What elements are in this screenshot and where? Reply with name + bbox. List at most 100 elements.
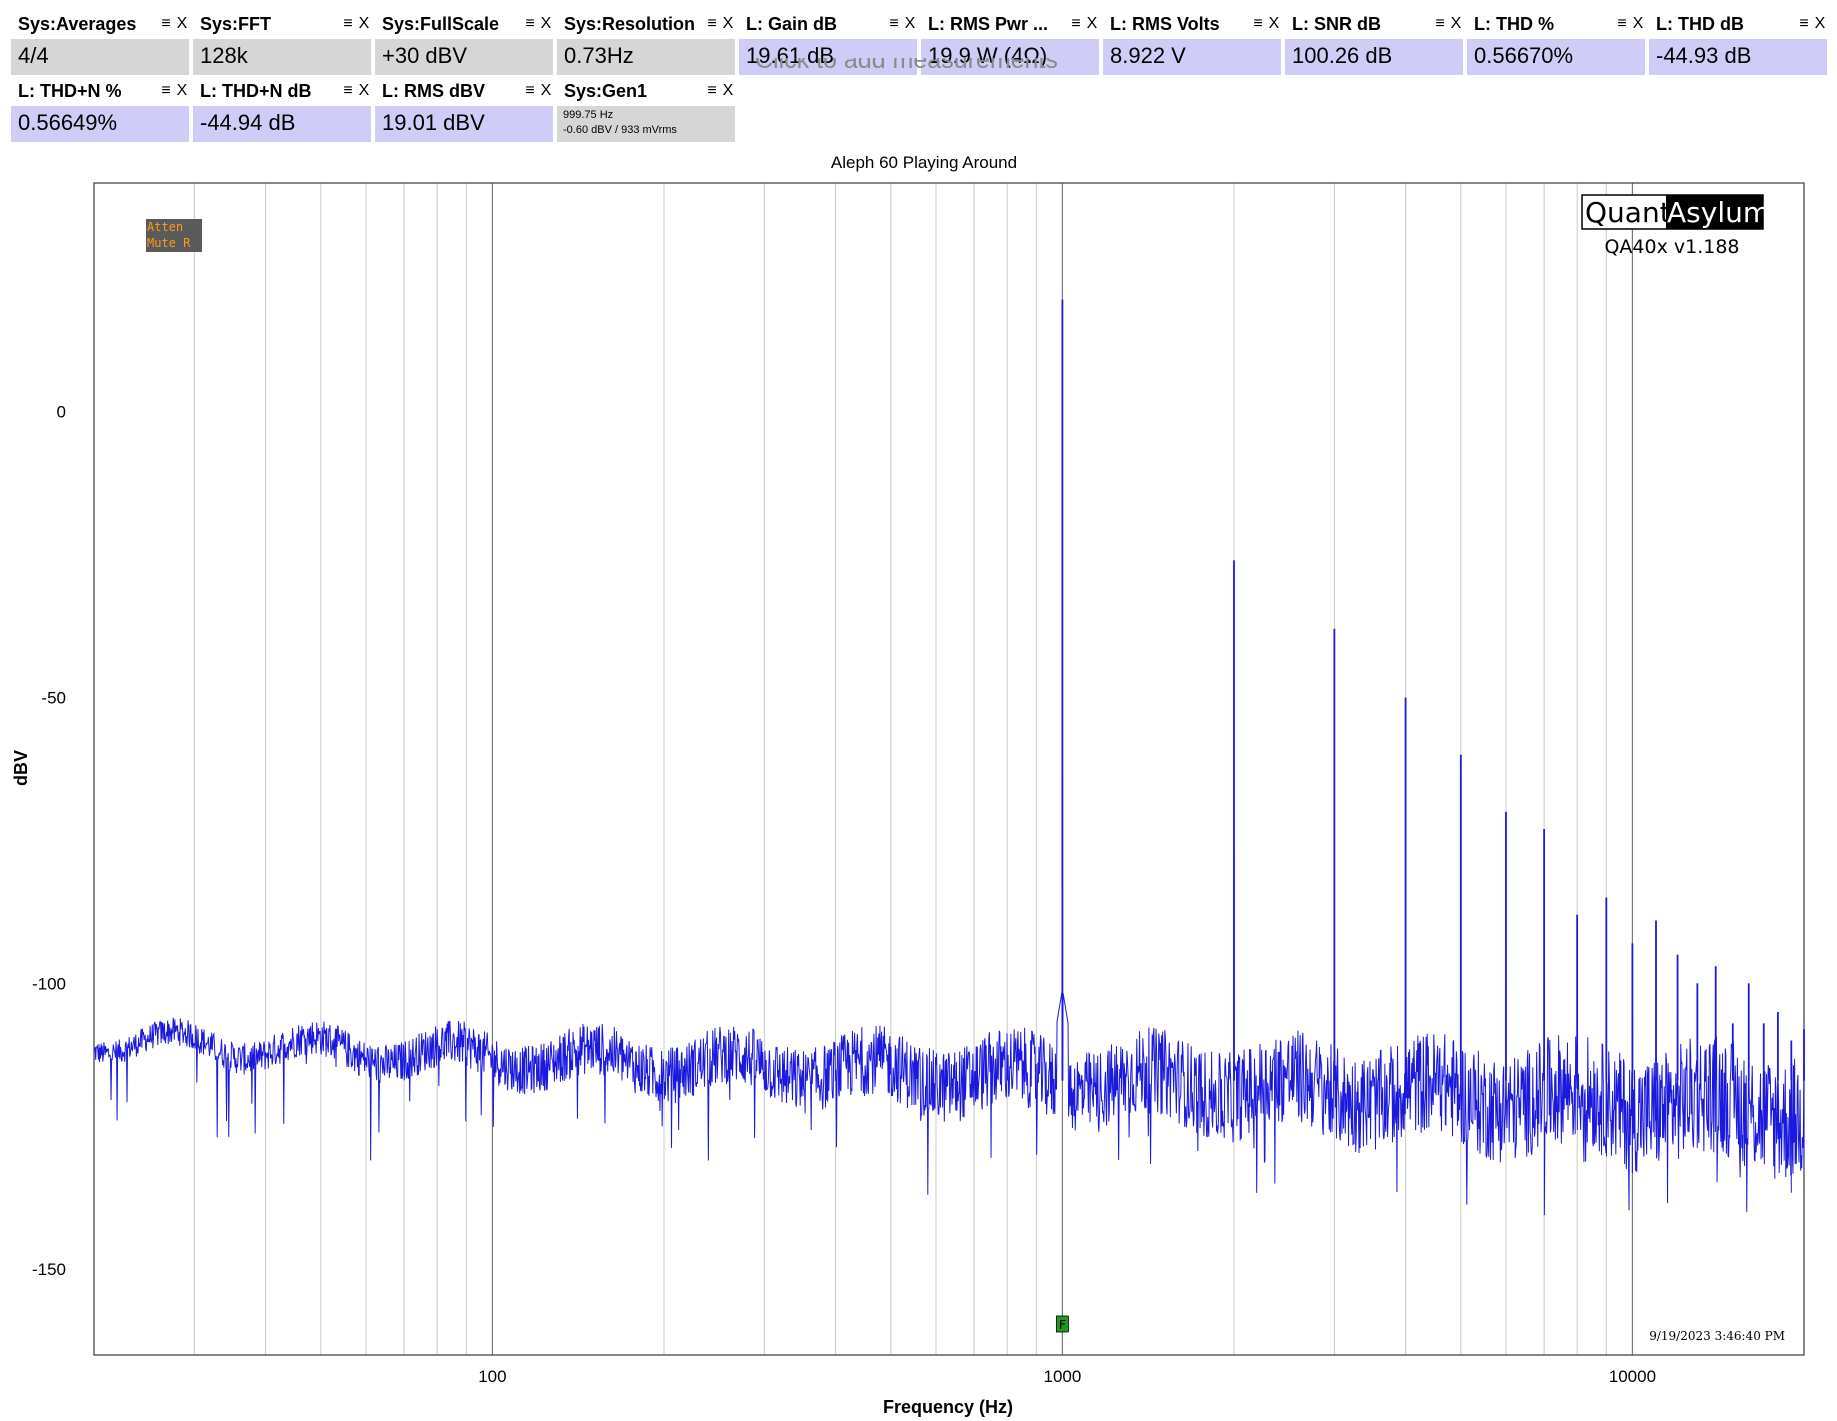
measurement-tile[interactable]: L: SNR dB ≡ X 100.26 dB: [1285, 11, 1465, 75]
axis-ticks: 100 1000 10000 0 -50 -100 -150: [32, 403, 1656, 1386]
tile-label: L: SNR dB: [1292, 14, 1381, 34]
tile-controls: ≡ X: [705, 83, 735, 99]
tile-label: L: THD %: [1474, 14, 1554, 34]
measurement-tile[interactable]: L: RMS Pwr ... ≡ X 19.9 W (4Ω): [921, 11, 1101, 75]
menu-icon[interactable]: ≡: [343, 15, 353, 32]
tile-controls: ≡ X: [887, 16, 917, 32]
menu-icon[interactable]: ≡: [161, 15, 171, 32]
menu-icon[interactable]: ≡: [707, 15, 717, 32]
close-icon[interactable]: X: [540, 82, 552, 99]
generator-tile[interactable]: Sys:Gen1 ≡ X 999.75 Hz -0.60 dBV / 933 mVrms: [557, 78, 737, 142]
close-icon[interactable]: X: [1268, 15, 1280, 32]
brand-asylum: Asylum: [1667, 196, 1770, 229]
tile-label: L: THD dB: [1656, 14, 1744, 34]
close-icon[interactable]: X: [540, 15, 552, 32]
tile-header: L: RMS Pwr ... ≡ X: [921, 11, 1101, 39]
close-icon[interactable]: X: [1814, 15, 1826, 32]
measurement-tile[interactable]: L: THD dB ≡ X -44.93 dB: [1649, 11, 1829, 75]
menu-icon[interactable]: ≡: [343, 82, 353, 99]
timestamp: 9/19/2023 3:46:40 PM: [1649, 1329, 1785, 1343]
measurement-tile[interactable]: L: THD % ≡ X 0.56670%: [1467, 11, 1647, 75]
measurement-tile[interactable]: Sys:Averages ≡ X 4/4: [11, 11, 191, 75]
tile-value: 19.9 W (4Ω): [928, 43, 1048, 68]
tile-value: 4/4: [18, 43, 49, 68]
tile-controls: ≡ X: [1069, 16, 1099, 32]
close-icon[interactable]: X: [1632, 15, 1644, 32]
close-icon[interactable]: X: [1450, 15, 1462, 32]
tile-value: 0.56670%: [1474, 43, 1574, 68]
tile-header: L: Gain dB ≡ X: [739, 11, 919, 39]
measurement-tile[interactable]: L: Gain dB ≡ X 19.61 dB: [739, 11, 919, 75]
version-label: QA40x v1.188: [1604, 236, 1739, 258]
tile-value-area: 19.9 W (4Ω): [921, 39, 1101, 75]
menu-icon[interactable]: ≡: [1799, 15, 1809, 32]
generator-frequency: 999.75 Hz: [563, 109, 614, 121]
tile-header: Sys:Averages ≡ X: [11, 11, 191, 39]
measurement-tile[interactable]: Sys:Resolution ≡ X 0.73Hz: [557, 11, 737, 75]
tile-label: L: THD+N %: [18, 81, 122, 101]
tile-controls: ≡ X: [341, 83, 371, 99]
atten-mute-badge: Atten Mute R: [146, 219, 202, 252]
tile-header: Sys:Resolution ≡ X: [557, 11, 737, 39]
tile-controls: ≡ X: [341, 16, 371, 32]
y-tick-label: -150: [32, 1260, 66, 1279]
tile-value: -44.94 dB: [200, 110, 296, 135]
close-icon[interactable]: X: [176, 15, 188, 32]
measurement-tile[interactable]: L: THD+N dB ≡ X -44.94 dB: [193, 78, 373, 142]
tile-label: Sys:Resolution: [564, 14, 696, 34]
chart-title: Aleph 60 Playing Around: [831, 153, 1017, 172]
menu-icon[interactable]: ≡: [1071, 15, 1081, 32]
close-icon[interactable]: X: [358, 15, 370, 32]
menu-icon[interactable]: ≡: [1435, 15, 1445, 32]
measurement-tile[interactable]: Sys:FFT ≡ X 128k: [193, 11, 373, 75]
menu-icon[interactable]: ≡: [1617, 15, 1627, 32]
close-icon[interactable]: X: [904, 15, 916, 32]
close-icon[interactable]: X: [358, 82, 370, 99]
tile-header: L: THD+N % ≡ X: [11, 78, 191, 106]
tile-value-area: 19.01 dBV: [375, 106, 555, 142]
close-icon[interactable]: X: [722, 82, 734, 99]
x-tick-label: 1000: [1043, 1367, 1081, 1386]
tile-label: L: RMS dBV: [382, 81, 485, 101]
menu-icon[interactable]: ≡: [889, 15, 899, 32]
tile-value-area: 128k: [193, 39, 373, 75]
x-tick-label: 100: [478, 1367, 506, 1386]
close-icon[interactable]: X: [176, 82, 188, 99]
tile-header: L: SNR dB ≡ X: [1285, 11, 1465, 39]
tile-value-area: 19.61 dB: [739, 39, 919, 75]
menu-icon[interactable]: ≡: [161, 82, 171, 99]
close-icon[interactable]: X: [1086, 15, 1098, 32]
tile-controls: ≡ X: [1251, 16, 1281, 32]
tile-value-area: -44.93 dB: [1649, 39, 1829, 75]
tile-value: 100.26 dB: [1292, 43, 1393, 68]
tile-controls: ≡ X: [159, 83, 189, 99]
menu-icon[interactable]: ≡: [1253, 15, 1263, 32]
tile-value-area: +30 dBV: [375, 39, 555, 75]
measurement-tile[interactable]: Sys:FullScale ≡ X +30 dBV: [375, 11, 555, 75]
y-axis-label: dBV: [11, 750, 31, 786]
x-axis-label: Frequency (Hz): [883, 1397, 1013, 1417]
tile-header: Sys:Gen1 ≡ X: [557, 78, 737, 106]
measurement-tile[interactable]: L: THD+N % ≡ X 0.56649%: [11, 78, 191, 142]
menu-icon[interactable]: ≡: [707, 82, 717, 99]
tile-label: Sys:Averages: [18, 14, 137, 34]
tile-controls: ≡ X: [523, 83, 553, 99]
tile-label: L: RMS Pwr ...: [928, 14, 1049, 34]
measurement-tile[interactable]: L: RMS Volts ≡ X 8.922 V: [1103, 11, 1283, 75]
add-measurements-hint[interactable]: Click to add measurements: [755, 58, 1058, 74]
menu-icon[interactable]: ≡: [525, 82, 535, 99]
measurement-tile[interactable]: L: RMS dBV ≡ X 19.01 dBV: [375, 78, 555, 142]
tile-value-area: 8.922 V: [1103, 39, 1283, 75]
spectrum-trace-layer: [93, 299, 1805, 1215]
badge-mute: Mute R: [147, 236, 191, 250]
close-icon[interactable]: X: [722, 15, 734, 32]
menu-icon[interactable]: ≡: [525, 15, 535, 32]
tile-value: 8.922 V: [1110, 43, 1186, 68]
tile-controls: ≡ X: [159, 16, 189, 32]
tile-value-area: 0.56670%: [1467, 39, 1647, 75]
tile-header: L: RMS dBV ≡ X: [375, 78, 555, 106]
tile-value: 128k: [200, 43, 248, 68]
tile-header: L: THD dB ≡ X: [1649, 11, 1829, 39]
tile-header: Sys:FullScale ≡ X: [375, 11, 555, 39]
